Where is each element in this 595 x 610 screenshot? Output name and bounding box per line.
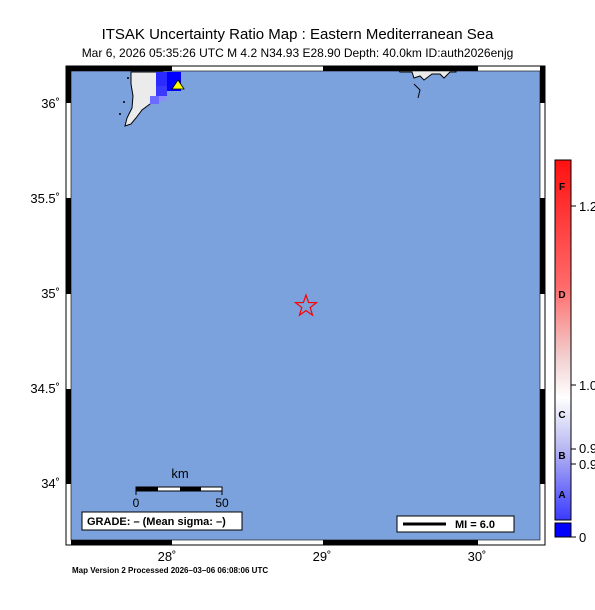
colorbar-value: 0 [579,530,586,545]
colorbar-letter: F [559,182,565,193]
lat-label: 35˚ [41,286,60,301]
intensity-cell [150,96,159,104]
intensity-cell [156,86,167,96]
colorbar-value: 0.9 [579,457,595,472]
event-info: Mar 6, 2026 05:35:26 UTC M 4.2 N34.93 E2… [81,46,514,60]
colorbar-value: 1.0 [579,378,595,393]
lon-label: 28˚ [158,549,177,564]
lat-label: 34˚ [41,476,60,491]
colorbar-letter: B [558,451,565,462]
mi-legend-box [396,515,515,533]
colorbar: F D C B A 1.2 1.0 0.9 0.9 0 [554,159,595,545]
intensity-cell [159,96,166,101]
islet [123,101,125,103]
islet [119,113,121,115]
sea-area [66,66,545,545]
station-triangle-icon [171,79,185,90]
intensity-cell [156,72,167,86]
lon-label: 30˚ [468,549,487,564]
processing-footer: Map Version 2 Processed 2026–03–06 06:08… [72,566,269,575]
map-border [65,65,546,546]
epicenter-star-icon [293,293,319,317]
lon-label: 29˚ [313,549,332,564]
scale-tick-label: 50 [215,496,229,510]
grade-box [81,511,243,531]
grade-text: GRADE: – (Mean sigma: –) [87,516,226,528]
scale-unit-label: km [171,466,188,481]
lat-label: 36˚ [41,96,60,111]
islet [127,77,129,79]
colorbar-letter: D [558,290,565,301]
colorbar-value: 1.2 [579,199,595,214]
lat-label: 35.5˚ [30,191,60,206]
coastline [413,83,421,99]
colorbar-value: 0.9 [579,441,595,456]
map-title: ITSAK Uncertainty Ratio Map : Eastern Me… [101,26,494,43]
colorbar-letter: C [558,410,565,421]
scale-bar: km 0 50 [133,466,229,510]
lat-label: 34.5˚ [30,381,60,396]
mi-legend-label: MI = 6.0 [455,519,495,531]
scale-tick-label: 0 [133,496,140,510]
colorbar-letter: A [558,490,565,501]
